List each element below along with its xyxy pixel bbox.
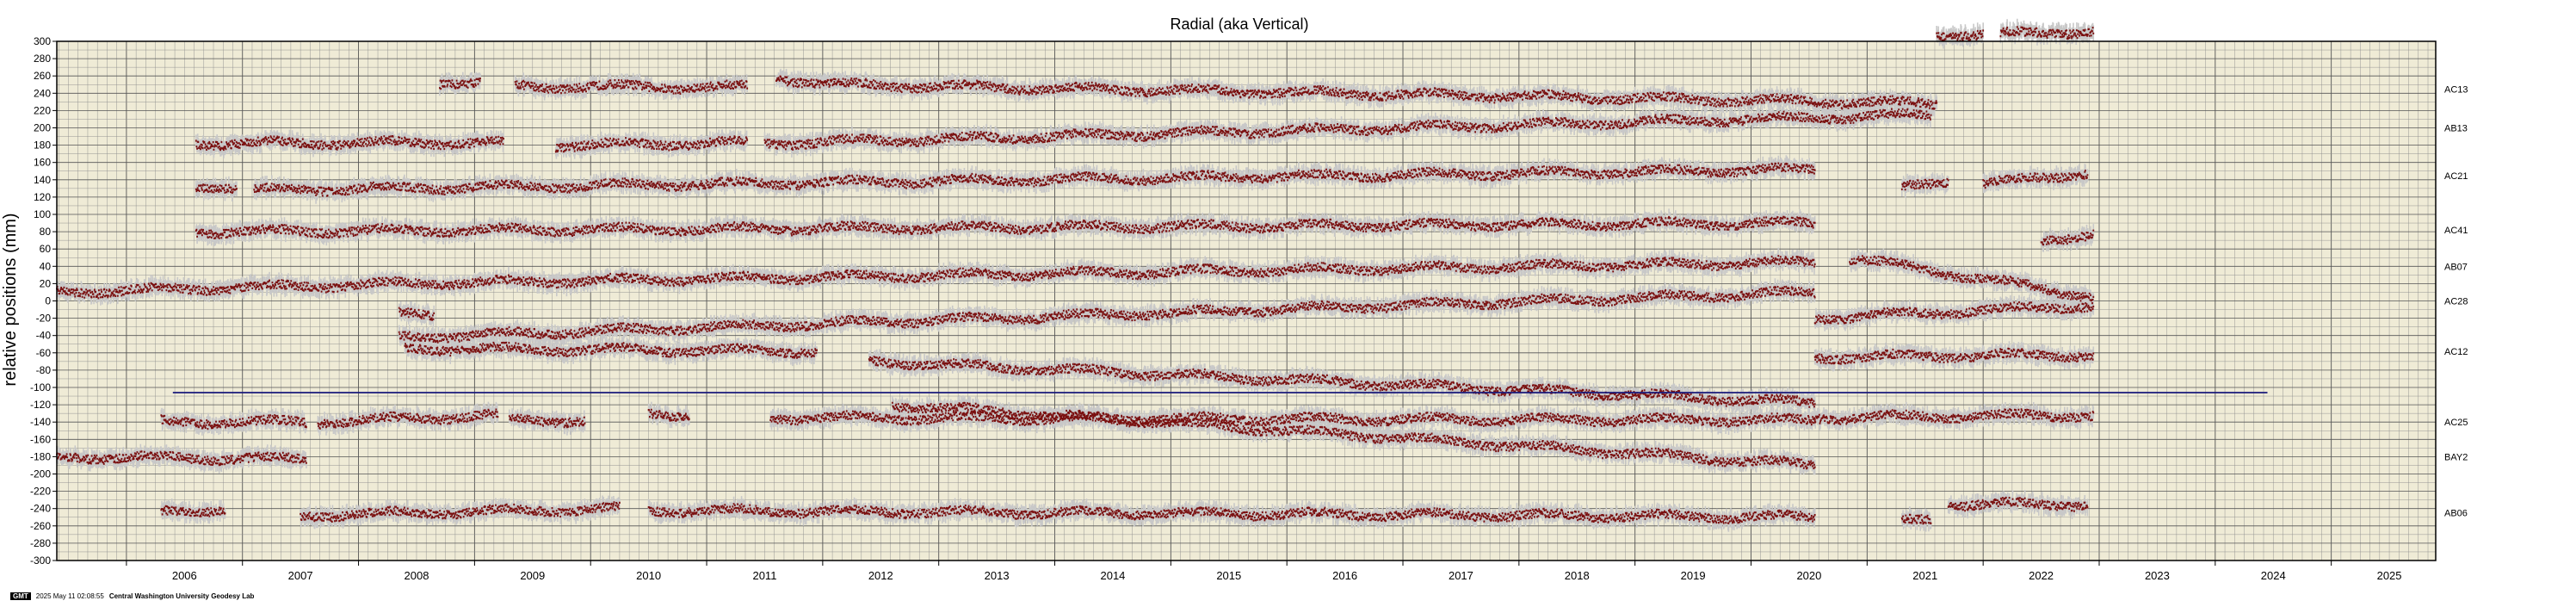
y-tick-label: -200: [30, 468, 51, 480]
x-tick-label: 2006: [172, 569, 197, 582]
x-tick-label: 2010: [636, 569, 661, 582]
x-tick-label: 2007: [288, 569, 313, 582]
x-tick-label: 2025: [2377, 569, 2402, 582]
footer: GMT 2025 May 11 02:08:55 Central Washing…: [10, 592, 254, 600]
credit: Central Washington University Geodesy La…: [108, 592, 255, 600]
x-tick-label: 2022: [2029, 569, 2054, 582]
y-tick-label: 40: [40, 260, 52, 272]
x-tick-label: 2008: [405, 569, 429, 582]
y-ticks: 3002802602402202001801601401201008060402…: [30, 35, 57, 567]
y-tick-label: -260: [30, 520, 51, 532]
y-tick-label: -220: [30, 486, 51, 498]
data-points: [56, 26, 2095, 525]
y-tick-label: 160: [34, 157, 51, 169]
y-tick-label: 180: [34, 139, 51, 152]
y-tick-label: -40: [36, 330, 52, 342]
y-tick-label: -100: [30, 381, 51, 393]
station-label: AB13: [2444, 124, 2468, 134]
station-labels: AC13 AB13 AC21 AC41 AB07 AC28 AC12 AC25 BAY2 AB06: [2444, 84, 2468, 518]
points-path: [56, 26, 2095, 525]
x-tick-label: 2024: [2261, 569, 2286, 582]
station-label: AC12: [2444, 347, 2468, 357]
y-tick-label: 260: [34, 70, 51, 82]
y-tick-label: -280: [30, 537, 51, 549]
y-tick-label: 0: [45, 295, 51, 307]
x-tick-label: 2018: [1565, 569, 1590, 582]
y-tick-label: -240: [30, 503, 51, 515]
y-tick-label: 120: [34, 191, 51, 203]
station-label: AC28: [2444, 297, 2468, 307]
station-label: AB07: [2444, 262, 2468, 272]
y-tick-label: 140: [34, 174, 51, 186]
y-tick-label: 240: [34, 87, 51, 99]
x-tick-label: 2020: [1796, 569, 1821, 582]
x-tick-label: 2013: [985, 569, 1010, 582]
y-tick-label: -80: [36, 364, 52, 376]
x-tick-label: 2019: [1681, 569, 1706, 582]
chart-title: Radial (aka Vertical): [1170, 15, 1308, 33]
timestamp: 2025 May 11 02:08:55: [35, 592, 104, 600]
station-label: AC21: [2444, 171, 2468, 182]
y-tick-label: -160: [30, 433, 51, 445]
station-label: AB06: [2444, 509, 2468, 519]
x-tick-label: 2015: [1216, 569, 1241, 582]
y-tick-label: -120: [30, 399, 51, 411]
y-tick-label: 20: [40, 277, 52, 289]
x-ticks: 2006 2007 2008 2009 2010 2011 2012 2013 2014 2015…: [126, 561, 2402, 582]
y-tick-label: 200: [34, 122, 51, 134]
station-label: BAY2: [2444, 452, 2468, 462]
y-tick-label: 220: [34, 104, 51, 116]
y-tick-label: 60: [40, 243, 52, 255]
y-tick-label: 80: [40, 226, 52, 238]
y-axis-label: relative positions (mm): [1, 213, 20, 386]
x-tick-label: 2014: [1100, 569, 1125, 582]
station-label: AC41: [2444, 226, 2468, 236]
x-tick-label: 2021: [1912, 569, 1937, 582]
y-tick-label: -300: [30, 554, 51, 567]
x-tick-label: 2012: [868, 569, 893, 582]
station-label: AC25: [2444, 418, 2468, 428]
x-tick-label: 2016: [1332, 569, 1357, 582]
y-tick-label: -60: [36, 347, 52, 359]
y-tick-label: -140: [30, 416, 51, 428]
y-tick-label: 300: [34, 35, 51, 47]
x-tick-label: 2023: [2145, 569, 2170, 582]
y-tick-label: -20: [36, 313, 52, 325]
station-label: AC13: [2444, 84, 2468, 95]
gmt-badge: GMT: [10, 592, 31, 600]
y-tick-label: -180: [30, 450, 51, 462]
x-tick-label: 2017: [1449, 569, 1473, 582]
y-tick-label: 100: [34, 208, 51, 220]
y-tick-label: 280: [34, 53, 51, 65]
x-tick-label: 2009: [520, 569, 545, 582]
x-tick-label: 2011: [752, 569, 776, 582]
